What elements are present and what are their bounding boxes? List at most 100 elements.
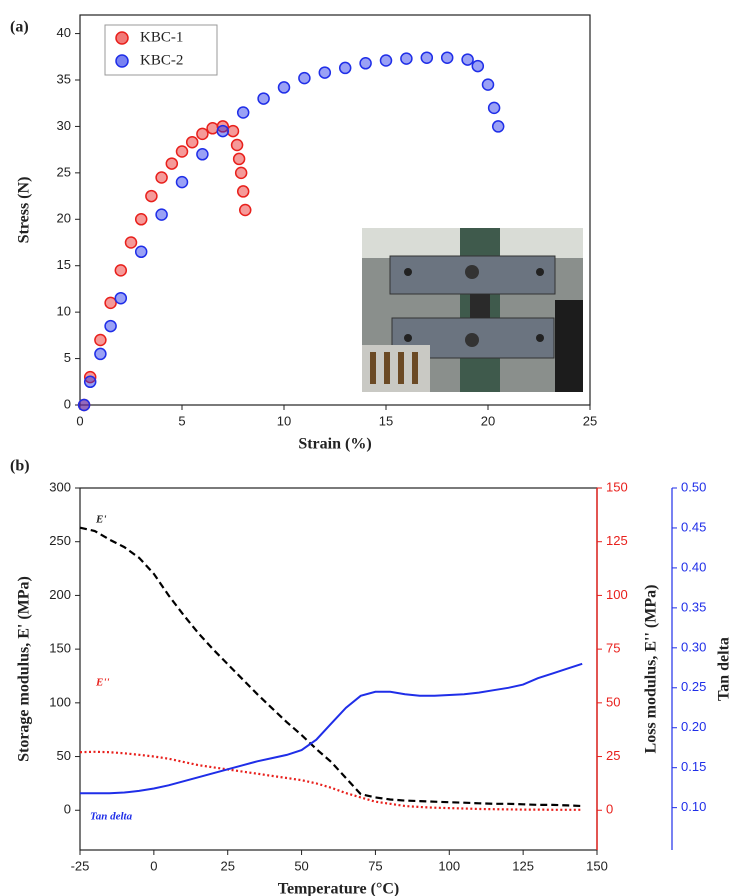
line — [79, 526, 583, 808]
legend-marker — [115, 54, 129, 68]
point — [238, 203, 252, 217]
x-tick-label: 25 — [583, 413, 597, 428]
y3-tick-label: 0.35 — [681, 599, 706, 614]
y-tick-label: 40 — [57, 25, 71, 40]
inset-photo — [362, 228, 583, 392]
point — [226, 124, 240, 138]
series — [77, 120, 252, 412]
y2-tick-label: 50 — [606, 694, 620, 709]
y-tick-label: 35 — [57, 71, 71, 86]
x-tick-label: 50 — [294, 858, 308, 873]
point — [185, 135, 199, 149]
point — [124, 236, 138, 249]
point — [487, 101, 501, 115]
point — [196, 148, 209, 161]
y-tick-label: 300 — [49, 479, 71, 494]
y-axis-title: Storage modulus, E' (MPa) — [16, 576, 33, 762]
point — [481, 78, 495, 91]
point — [83, 375, 97, 389]
y-tick-label: 100 — [49, 694, 71, 709]
line — [79, 750, 583, 811]
x-tick-label: 75 — [368, 858, 382, 873]
legend-label: KBC-2 — [140, 52, 183, 68]
line — [80, 662, 583, 795]
y3-tick-label: 0.30 — [681, 639, 706, 654]
point — [114, 291, 128, 305]
point — [134, 213, 148, 226]
point — [234, 166, 248, 180]
series — [77, 51, 505, 412]
point — [83, 370, 97, 384]
point — [257, 92, 270, 105]
annotation: E' — [95, 514, 106, 526]
x-tick-label: -25 — [71, 858, 90, 873]
y-tick-label: 25 — [57, 164, 71, 179]
x-tick-label: 150 — [586, 858, 608, 873]
legend-marker — [115, 31, 129, 45]
point — [104, 296, 117, 310]
point — [298, 71, 311, 85]
x-tick-label: 25 — [220, 858, 234, 873]
y3-tick-label: 0.15 — [681, 759, 706, 774]
y-tick-label: 30 — [57, 118, 71, 133]
panel-label: (b) — [10, 458, 30, 475]
y-tick-label: 0 — [64, 396, 71, 411]
y-tick-label: 200 — [49, 587, 71, 602]
point — [155, 208, 168, 221]
point — [77, 398, 91, 412]
x-tick-label: 0 — [150, 858, 157, 873]
x-tick-label: 100 — [438, 858, 460, 873]
point — [175, 175, 189, 189]
x-tick-label: 10 — [277, 413, 291, 428]
x-axis-title: Temperature (°C) — [278, 881, 399, 896]
point — [196, 127, 209, 141]
y2-tick-label: 125 — [606, 533, 628, 548]
x-axis-title: Strain (%) — [298, 436, 371, 453]
y3-axis-title: Tan delta — [716, 637, 733, 701]
y3-tick-label: 0.10 — [681, 799, 706, 814]
y2-tick-label: 100 — [606, 587, 628, 602]
point — [94, 347, 107, 361]
x-tick-label: 15 — [379, 413, 393, 428]
y-tick-label: 5 — [64, 350, 71, 365]
point — [461, 53, 474, 66]
point — [114, 264, 128, 277]
y2-tick-label: 25 — [606, 748, 620, 763]
x-tick-label: 125 — [512, 858, 534, 873]
y3-tick-label: 0.20 — [681, 719, 706, 734]
annotation: Tan delta — [90, 811, 133, 823]
point — [230, 138, 244, 152]
point — [216, 124, 230, 138]
point — [420, 51, 434, 64]
point — [359, 57, 372, 70]
plot-frame — [79, 487, 598, 851]
point — [277, 81, 291, 94]
point — [216, 120, 230, 133]
x-tick-label: 0 — [76, 413, 83, 428]
y2-tick-label: 75 — [606, 641, 620, 656]
plot-frame — [79, 14, 591, 406]
point — [155, 171, 168, 184]
point — [145, 189, 158, 203]
y2-axis-title: Loss modulus, E'' (MPa) — [643, 585, 660, 754]
point — [440, 51, 454, 64]
y3-tick-label: 0.45 — [681, 519, 706, 534]
y-tick-label: 0 — [64, 802, 71, 817]
point — [379, 54, 393, 67]
y3-tick-label: 0.25 — [681, 679, 706, 694]
point — [471, 59, 485, 73]
y-tick-label: 250 — [49, 533, 71, 548]
legend-label: KBC-1 — [140, 29, 183, 45]
panel-label: (a) — [10, 19, 29, 36]
y-tick-label: 50 — [57, 748, 71, 763]
point — [491, 120, 505, 133]
point — [165, 157, 179, 170]
point — [236, 185, 250, 198]
x-tick-label: 5 — [178, 413, 185, 428]
point — [206, 122, 219, 135]
point — [232, 152, 246, 166]
y-tick-label: 20 — [57, 211, 71, 226]
x-tick-label: 20 — [481, 413, 495, 428]
y3-tick-label: 0.40 — [681, 559, 706, 574]
